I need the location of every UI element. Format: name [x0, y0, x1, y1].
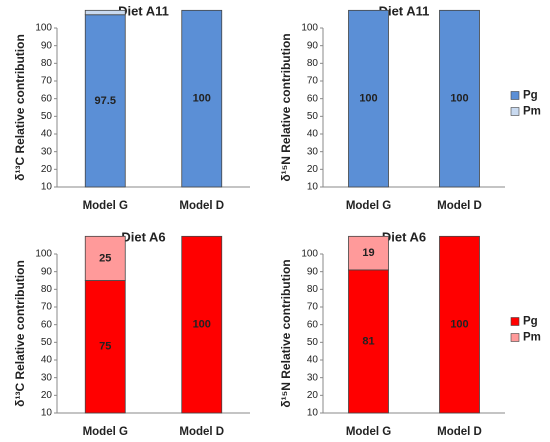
- y-tick-label: 100: [301, 23, 318, 34]
- y-axis-label: δ¹³C Relative contribution: [13, 260, 27, 407]
- data-label: 100: [193, 319, 211, 331]
- bar-segment: [84, 9, 126, 16]
- y-tick-label: 30: [307, 372, 319, 383]
- y-tick-label: 100: [301, 249, 318, 260]
- chart-title: Diet A11: [118, 3, 169, 18]
- legend-swatch: [510, 91, 520, 100]
- y-tick-label: 10: [41, 182, 53, 193]
- data-label: 100: [450, 319, 468, 331]
- bar-segment: [348, 9, 389, 188]
- bar-segment: [84, 14, 126, 188]
- y-tick-label: 90: [41, 40, 53, 51]
- y-tick-label: 10: [307, 182, 319, 193]
- bar-segment: [84, 235, 126, 281]
- y-tick-label: 50: [41, 337, 53, 348]
- x-tick-label: Model G: [83, 200, 128, 212]
- legend-label: Pg: [523, 316, 538, 328]
- legend-swatch: [510, 333, 520, 342]
- y-tick-label: 80: [41, 284, 53, 295]
- y-tick-label: 100: [35, 23, 52, 34]
- y-tick-label: 70: [307, 302, 319, 313]
- legend-label: Pg: [523, 90, 538, 102]
- y-tick-label: 100: [35, 249, 52, 260]
- x-tick-label: Model G: [346, 426, 391, 438]
- chart-title: Diet A6: [382, 229, 426, 244]
- data-label: 100: [193, 93, 211, 105]
- y-tick-label: 50: [41, 111, 53, 122]
- data-label: 19: [362, 247, 374, 259]
- legend-label: Pm: [523, 106, 541, 118]
- data-label: 75: [99, 341, 111, 353]
- y-tick-label: 10: [41, 408, 53, 419]
- y-tick-label: 20: [307, 390, 319, 401]
- x-tick-label: Model D: [179, 200, 224, 212]
- y-tick-label: 50: [307, 337, 319, 348]
- y-axis-label: δ¹⁵N Relative contribution: [279, 259, 293, 407]
- y-tick-label: 20: [307, 164, 319, 175]
- y-tick-label: 70: [41, 76, 53, 87]
- bar-segment: [181, 235, 223, 414]
- y-tick-label: 40: [41, 129, 53, 140]
- y-tick-label: 80: [307, 58, 319, 69]
- legend-swatch: [510, 317, 520, 326]
- y-tick-label: 10: [307, 408, 319, 419]
- y-tick-label: 90: [41, 266, 53, 277]
- y-axis-label: δ¹³C Relative contribution: [13, 34, 27, 181]
- y-tick-label: 20: [41, 390, 53, 401]
- y-tick-label: 60: [307, 93, 319, 104]
- legend-swatch: [510, 107, 520, 116]
- y-tick-label: 80: [307, 284, 319, 295]
- y-axis-label: δ¹⁵N Relative contribution: [279, 33, 293, 181]
- x-tick-label: Model G: [83, 426, 128, 438]
- bar-segment: [348, 235, 389, 271]
- data-label: 81: [362, 335, 374, 347]
- legend-label: Pm: [523, 332, 541, 344]
- chart-title: Diet A11: [379, 3, 430, 18]
- y-tick-label: 70: [307, 76, 319, 87]
- y-tick-label: 80: [41, 58, 53, 69]
- data-label: 100: [450, 93, 468, 105]
- bar-segment: [84, 280, 126, 414]
- y-tick-label: 40: [41, 355, 53, 366]
- y-tick-label: 30: [307, 146, 319, 157]
- x-tick-label: Model G: [346, 200, 391, 212]
- data-label: 97.5: [95, 95, 116, 107]
- y-tick-label: 70: [41, 302, 53, 313]
- x-tick-label: Model D: [437, 426, 482, 438]
- x-tick-label: Model D: [437, 200, 482, 212]
- y-tick-label: 60: [41, 93, 53, 104]
- y-tick-label: 40: [307, 129, 319, 140]
- bar-segment: [439, 9, 480, 188]
- bar-segment: [439, 235, 480, 414]
- y-tick-label: 60: [41, 319, 53, 330]
- x-tick-label: Model D: [179, 426, 224, 438]
- y-tick-label: 30: [41, 146, 53, 157]
- y-tick-label: 20: [41, 164, 53, 175]
- y-tick-label: 30: [41, 372, 53, 383]
- y-tick-label: 50: [307, 111, 319, 122]
- chart-title: Diet A6: [121, 229, 165, 244]
- bar-segment: [181, 9, 223, 188]
- data-label: 100: [359, 93, 377, 105]
- y-tick-label: 60: [307, 319, 319, 330]
- bar-segment: [348, 269, 389, 414]
- y-tick-label: 40: [307, 355, 319, 366]
- data-label: 25: [99, 252, 111, 264]
- y-tick-label: 90: [307, 40, 319, 51]
- y-tick-label: 90: [307, 266, 319, 277]
